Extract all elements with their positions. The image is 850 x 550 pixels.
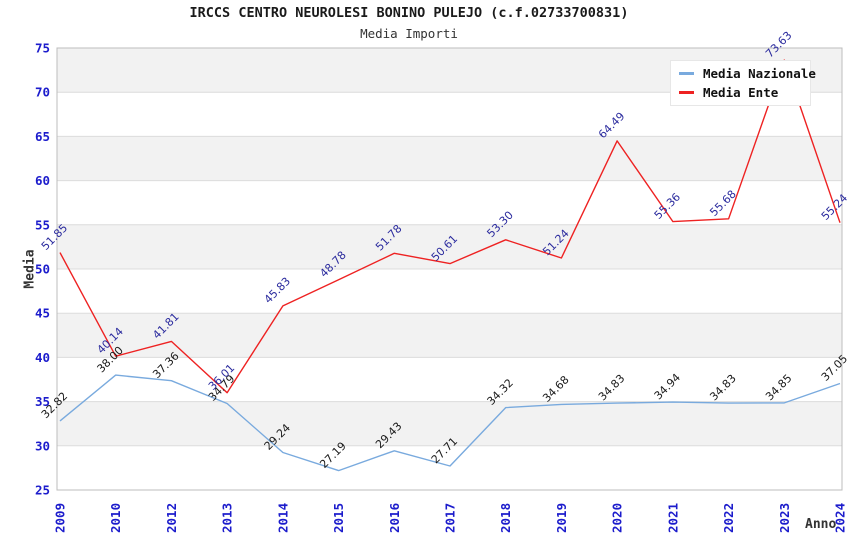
series-line-nazionale — [59, 374, 841, 472]
x-tick-label: 2015 — [331, 503, 346, 533]
y-tick-label: 70 — [35, 85, 50, 100]
point-label: 34.85 — [763, 372, 794, 403]
x-tick-label: 2014 — [275, 503, 290, 533]
x-tick-label: 2017 — [443, 503, 458, 533]
x-tick-label: 2019 — [554, 503, 569, 533]
plot-border — [56, 47, 843, 491]
series-line-ente — [59, 59, 841, 394]
x-tick-label: 2021 — [665, 503, 680, 533]
legend-item-media-nazionale: Media Nazionale — [679, 64, 816, 83]
y-tick-label: 25 — [35, 483, 50, 498]
point-label: 34.68 — [540, 373, 571, 404]
plot-band — [57, 224, 842, 269]
x-tick-label: 2012 — [164, 503, 179, 533]
chart-title: IRCCS CENTRO NEUROLESI BONINO PULEJO (c.… — [189, 5, 629, 21]
x-tick-label: 2020 — [610, 503, 625, 533]
point-label: 34.83 — [596, 372, 627, 403]
y-tick-label: 55 — [35, 217, 50, 232]
legend: Media Nazionale Media Ente — [670, 60, 816, 106]
y-axis-title: Media — [22, 249, 38, 289]
y-tick-label: 50 — [35, 262, 50, 277]
x-tick-label: 2009 — [53, 503, 68, 533]
x-tick-label: 2023 — [777, 503, 792, 533]
legend-swatch-nazionale — [679, 72, 694, 75]
x-axis-title: Anno — [805, 517, 837, 532]
x-tick-label: 2022 — [721, 503, 736, 533]
legend-swatch-ente — [679, 91, 694, 94]
point-label: 55.36 — [652, 190, 683, 221]
legend-item-media-ente: Media Ente — [679, 83, 810, 102]
point-label: 55.24 — [819, 191, 850, 222]
plot-band — [57, 136, 842, 181]
y-tick-label: 40 — [35, 350, 50, 365]
x-tick-label: 2024 — [833, 503, 848, 533]
x-tick-label: 2013 — [220, 503, 235, 533]
y-tick-label: 30 — [35, 438, 50, 453]
x-tick-label: 2018 — [498, 503, 513, 533]
plot-band — [57, 401, 842, 446]
y-tick-label: 45 — [35, 306, 50, 321]
plot-band — [57, 313, 842, 358]
chart-subtitle: Media Importi — [360, 26, 458, 41]
legend-label-nazionale: Media Nazionale — [703, 66, 816, 81]
point-label: 34.83 — [707, 372, 738, 403]
y-tick-label: 75 — [35, 41, 50, 56]
y-tick-label: 60 — [35, 173, 50, 188]
y-tick-label: 35 — [35, 394, 50, 409]
point-label: 34.94 — [652, 371, 683, 402]
x-tick-label: 2016 — [387, 503, 402, 533]
x-tick-label: 2010 — [108, 503, 123, 533]
legend-label-ente: Media Ente — [703, 85, 779, 100]
y-tick-label: 65 — [35, 129, 50, 144]
point-label: 45.83 — [262, 275, 293, 306]
